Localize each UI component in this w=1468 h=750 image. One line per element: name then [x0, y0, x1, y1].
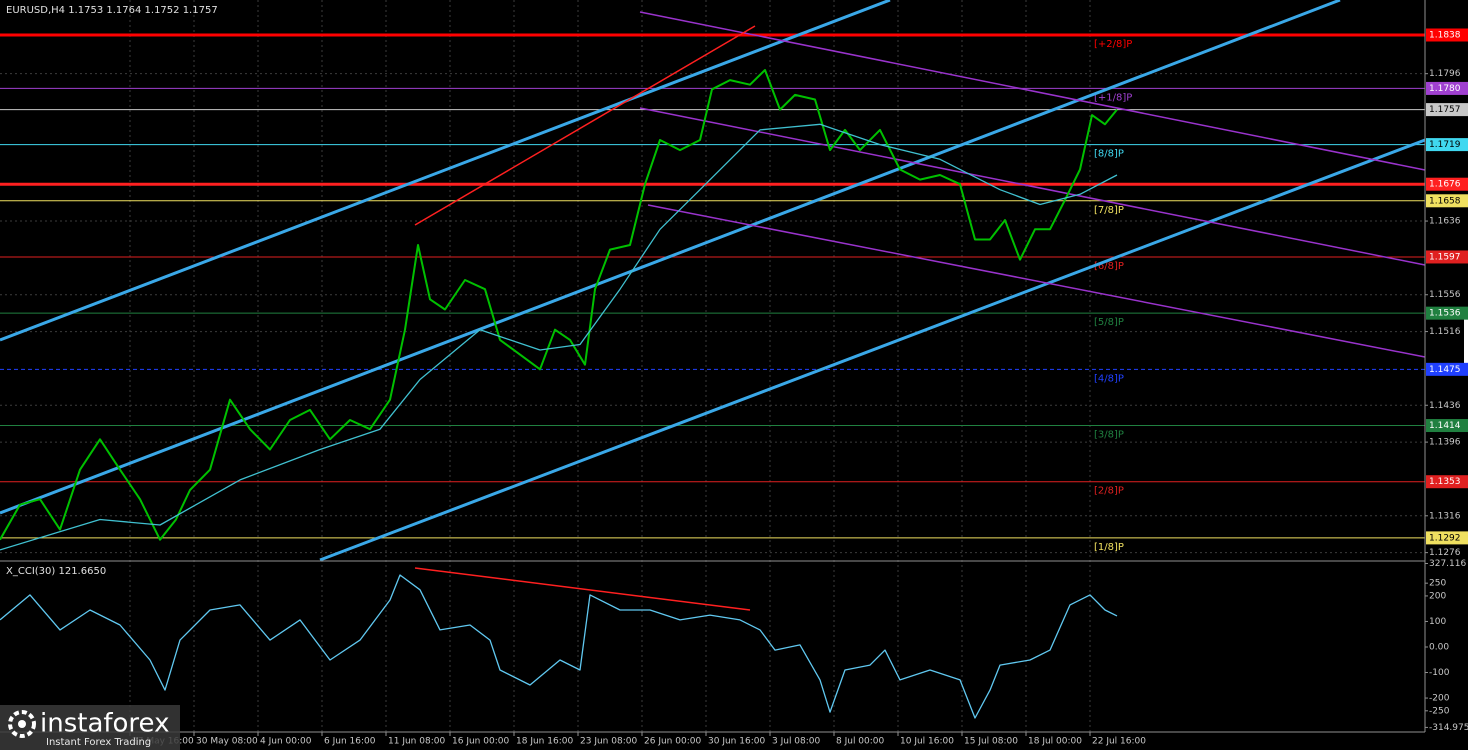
- x-tick-label: 6 Jun 16:00: [324, 737, 376, 747]
- level-label: 1.1780: [1429, 84, 1461, 94]
- level-label: 1.1414: [1429, 421, 1461, 431]
- level-label-box: [1426, 475, 1468, 489]
- x-tick-label: 30 Jun 16:00: [708, 737, 765, 747]
- y-tick-label: 1.1396: [1429, 438, 1461, 448]
- series-line: [0, 123, 1118, 551]
- chart-title: EURUSD,H4 1.1753 1.1764 1.1752 1.1757: [6, 5, 218, 16]
- y-tick-label: 1.1556: [1429, 290, 1461, 300]
- level-tag: [1/8]P: [1094, 542, 1124, 553]
- channel-line: [319, 138, 1426, 562]
- y-tick-label: 1.1796: [1429, 69, 1461, 79]
- y-tick-label: -100: [1429, 668, 1450, 678]
- y-tick-label: 200: [1429, 591, 1446, 601]
- divergence-line: [414, 25, 756, 226]
- series-line: [0, 574, 1118, 719]
- series-line: [0, 69, 1118, 541]
- x-tick-label: 3 Jul 08:00: [772, 737, 821, 747]
- level-tag: [8/8]P: [1094, 149, 1124, 160]
- drawings: [0, 0, 1426, 611]
- x-tick-label: 30 May 08:00: [196, 737, 258, 747]
- watermark-box: [0, 705, 180, 750]
- level-label-box: [1426, 81, 1468, 95]
- level-tag: [+1/8]P: [1094, 92, 1132, 103]
- y-tick-label: 1.1436: [1429, 401, 1461, 411]
- logo-icon: [8, 710, 36, 738]
- x-tick-label: 15 Jul 08:00: [964, 737, 1018, 747]
- x-tick-label: 18 Jun 16:00: [516, 737, 573, 747]
- level-label: 1.1292: [1429, 533, 1461, 543]
- x-tick-label: 23 Jun 08:00: [580, 737, 637, 747]
- tagline: Instant Forex Trading: [46, 737, 151, 748]
- regression-line: [639, 11, 1426, 171]
- level-label: 1.1719: [1429, 140, 1461, 150]
- x-tick-label: 8 Jul 00:00: [836, 737, 885, 747]
- level-tag: [7/8]P: [1094, 205, 1124, 216]
- level-label: 1.1757: [1429, 105, 1461, 115]
- logo-icon: [18, 720, 26, 728]
- level-tag: [4/8]P: [1094, 373, 1124, 384]
- y-tick-label: -200: [1429, 694, 1450, 704]
- level-label: 1.1597: [1429, 252, 1461, 262]
- level-label: 1.1838: [1429, 31, 1461, 41]
- regression-line: [647, 204, 1426, 358]
- watermark: instaforex Instant Forex Trading: [0, 705, 180, 750]
- x-tick-label: 22 Jul 16:00: [1092, 737, 1146, 747]
- level-label-box: [1426, 531, 1468, 545]
- x-tick-label: 16 Jun 00:00: [452, 737, 509, 747]
- level-label-box: [1426, 103, 1468, 117]
- x-tick-label: 26 Jun 00:00: [644, 737, 701, 747]
- level-label: 1.1676: [1429, 180, 1461, 190]
- x-tick-label: 4 Jun 00:00: [260, 737, 312, 747]
- level-label: 1.1658: [1429, 196, 1461, 206]
- level-tag: [6/8]P: [1094, 261, 1124, 272]
- y-tick-label: 1.1636: [1429, 217, 1461, 227]
- y-tick-label: 1.1316: [1429, 511, 1461, 521]
- level-label-box: [1426, 250, 1468, 264]
- level-label: 1.1475: [1429, 365, 1461, 375]
- scroll-marker: [1464, 315, 1468, 370]
- level-tag: [3/8]P: [1094, 430, 1124, 441]
- y-tick-label: 100: [1429, 617, 1446, 627]
- y-tick-label: 1.1516: [1429, 327, 1461, 337]
- level-label-box: [1426, 419, 1468, 433]
- x-tick-label: 11 Jun 08:00: [388, 737, 445, 747]
- y-tick-label: -314.975: [1429, 723, 1468, 733]
- y-tick-label: 327.116: [1429, 559, 1466, 569]
- level-label-box: [1426, 138, 1468, 152]
- level-tag: [2/8]P: [1094, 486, 1124, 497]
- level-tag: [5/8]P: [1094, 317, 1124, 328]
- level-label-box: [1426, 177, 1468, 191]
- y-tick-label: -250: [1429, 706, 1450, 716]
- regression-line: [639, 107, 1426, 266]
- series: [0, 69, 1118, 719]
- indicator-title: X_CCI(30) 121.6650: [6, 566, 106, 577]
- level-label: 1.1353: [1429, 477, 1461, 487]
- level-tag: [+2/8]P: [1094, 39, 1132, 50]
- channel-line: [0, 0, 891, 342]
- y-tick-label: 1.1276: [1429, 548, 1461, 558]
- x-tick-label: 18 Jul 00:00: [1028, 737, 1082, 747]
- x-tick-label: 10 Jul 16:00: [900, 737, 954, 747]
- level-label-box: [1426, 194, 1468, 208]
- level-label-box: [1426, 28, 1468, 42]
- level-label-box: [1426, 306, 1468, 320]
- y-tick-label: 250: [1429, 579, 1446, 589]
- levels: [+2/8]P [+1/8]P [8/8]P [7/8]P [6/8]P [5/8]P [4…: [0, 33, 1425, 553]
- channel-line: [0, 0, 1341, 515]
- y-tick-label: 0.00: [1429, 642, 1449, 652]
- divergence-line: [414, 567, 751, 611]
- brand: instaforex: [40, 709, 169, 739]
- level-label-box: [1426, 362, 1468, 376]
- level-label: 1.1536: [1429, 309, 1461, 319]
